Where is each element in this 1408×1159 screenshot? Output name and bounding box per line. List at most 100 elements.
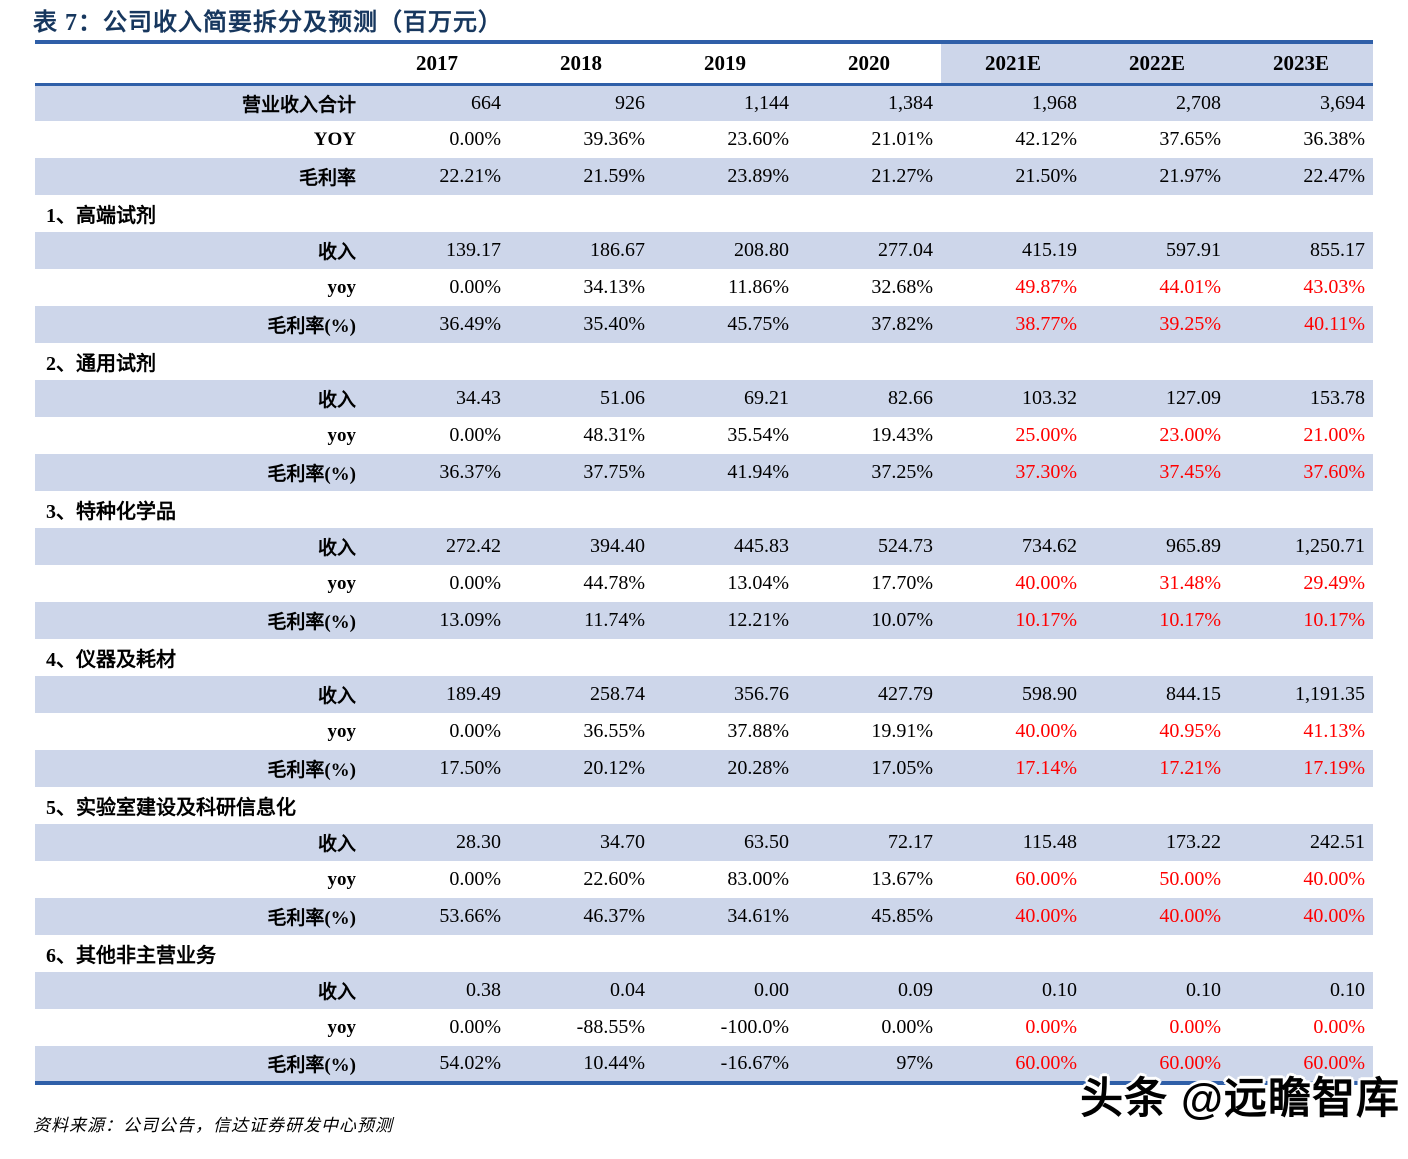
cell-value: 597.91 xyxy=(1166,239,1221,261)
cell-value: 0.00 xyxy=(754,979,789,1001)
header-row: 2017 2018 2019 2020 2021E 2022E 2023E xyxy=(35,42,1373,84)
table-row: yoy 0.00% 44.78% 13.04% 17.70% 40.00% 31.48% 29… xyxy=(35,565,1373,602)
row-label: 收入 xyxy=(317,538,356,559)
cell-value: 21.97% xyxy=(1159,165,1221,187)
row-label: 收入 xyxy=(317,834,356,855)
cell-value: 11.74% xyxy=(584,609,645,631)
section-header-row: 3、特种化学品 xyxy=(35,491,1373,528)
cell-value: 38.77% xyxy=(1015,313,1077,335)
table-row: yoy 0.00% -88.55% -100.0% 0.00% 0.00% 0.00% 0.0… xyxy=(35,1009,1373,1046)
cell-value: 60.00% xyxy=(1159,1052,1221,1074)
section-header-row: 4、仪器及耗材 xyxy=(35,639,1373,676)
section-header-row: 6、其他非主营业务 xyxy=(35,935,1373,972)
cell-value: 28.30 xyxy=(456,831,501,853)
cell-value: 13.67% xyxy=(871,868,933,890)
section-header: 4、仪器及耗材 xyxy=(35,639,1373,676)
cell-value: 23.60% xyxy=(727,128,789,150)
cell-value: 39.25% xyxy=(1159,313,1221,335)
cell-value: 60.00% xyxy=(1015,1052,1077,1074)
cell-value: 415.19 xyxy=(1022,239,1077,261)
table-row: YOY 0.00% 39.36% 23.60% 21.01% 42.12% 37.65% 36… xyxy=(35,121,1373,158)
cell-value: 35.40% xyxy=(583,313,645,335)
cell-value: 19.43% xyxy=(871,424,933,446)
cell-value: 855.17 xyxy=(1310,239,1365,261)
row-label: yoy xyxy=(327,276,357,298)
cell-value: 734.62 xyxy=(1022,535,1077,557)
cell-value: 40.00% xyxy=(1015,720,1077,742)
cell-value: 356.76 xyxy=(734,683,789,705)
cell-value: 40.00% xyxy=(1303,868,1365,890)
revenue-forecast-table: 2017 2018 2019 2020 2021E 2022E 2023E 营业收入合计 66… xyxy=(35,40,1373,1085)
table-row: 营业收入合计 664 926 1,144 1,384 1,968 2,708 3,694 xyxy=(35,84,1373,121)
cell-value: 32.68% xyxy=(871,276,933,298)
cell-value: 17.21% xyxy=(1159,757,1221,779)
cell-value: 17.50% xyxy=(439,757,501,779)
cell-value: 23.89% xyxy=(727,165,789,187)
cell-value: 21.50% xyxy=(1015,165,1077,187)
row-label: 营业收入合计 xyxy=(241,94,356,116)
cell-value: 0.10 xyxy=(1042,979,1077,1001)
cell-value: 10.17% xyxy=(1303,609,1365,631)
column-header-2017: 2017 xyxy=(365,42,509,84)
cell-value: 598.90 xyxy=(1022,683,1077,705)
cell-value: 40.00% xyxy=(1015,572,1077,594)
cell-value: 103.32 xyxy=(1022,387,1077,409)
cell-value: 42.12% xyxy=(1015,128,1077,150)
cell-value: 37.88% xyxy=(727,720,789,742)
cell-value: 44.01% xyxy=(1159,276,1221,298)
cell-value: 1,144 xyxy=(744,91,789,114)
row-label: 收入 xyxy=(317,686,356,707)
table-header: 2017 2018 2019 2020 2021E 2022E 2023E xyxy=(35,42,1373,84)
cell-value: 427.79 xyxy=(878,683,933,705)
cell-value: 115.48 xyxy=(1022,831,1077,853)
cell-value: 0.00% xyxy=(449,276,501,298)
cell-value: 173.22 xyxy=(1166,831,1221,853)
cell-value: -88.55% xyxy=(576,1016,645,1038)
cell-value: 12.21% xyxy=(727,609,789,631)
cell-value: 11.86% xyxy=(728,276,789,298)
cell-value: 34.70 xyxy=(600,831,645,853)
cell-value: 37.82% xyxy=(871,313,933,335)
cell-value: 34.61% xyxy=(727,905,789,927)
row-label: yoy xyxy=(327,424,357,446)
cell-value: 37.30% xyxy=(1015,461,1077,483)
table-row: 毛利率(%) 36.37% 37.75% 41.94% 37.25% 37.30% 37.4… xyxy=(35,454,1373,491)
cell-value: 10.07% xyxy=(871,609,933,631)
cell-value: 965.89 xyxy=(1166,535,1221,557)
row-label: 毛利率 xyxy=(298,168,356,189)
cell-value: 0.00% xyxy=(449,128,501,150)
table-row: yoy 0.00% 34.13% 11.86% 32.68% 49.87% 44.01% 43… xyxy=(35,269,1373,306)
table-body: 营业收入合计 664 926 1,144 1,384 1,968 2,708 3,694 YOY… xyxy=(35,84,1373,1083)
table-row: 收入 28.30 34.70 63.50 72.17 115.48 173.22 242.51 xyxy=(35,824,1373,861)
cell-value: 40.95% xyxy=(1159,720,1221,742)
cell-value: 40.00% xyxy=(1015,905,1077,927)
cell-value: 40.00% xyxy=(1159,905,1221,927)
section-header: 6、其他非主营业务 xyxy=(35,935,1373,972)
column-header-2020: 2020 xyxy=(797,42,941,84)
cell-value: 0.00% xyxy=(449,868,501,890)
cell-value: 0.00% xyxy=(1025,1016,1077,1038)
row-label: 收入 xyxy=(317,242,356,263)
cell-value: 10.17% xyxy=(1015,609,1077,631)
cell-value: 22.47% xyxy=(1303,165,1365,187)
cell-value: 0.10 xyxy=(1330,979,1365,1001)
cell-value: 37.25% xyxy=(871,461,933,483)
cell-value: 51.06 xyxy=(600,387,645,409)
cell-value: 72.17 xyxy=(888,831,933,853)
cell-value: 0.00% xyxy=(449,424,501,446)
cell-value: 36.55% xyxy=(583,720,645,742)
cell-value: 1,191.35 xyxy=(1295,683,1365,705)
table-row: yoy 0.00% 22.60% 83.00% 13.67% 60.00% 50.00% 40… xyxy=(35,861,1373,898)
table-row: yoy 0.00% 36.55% 37.88% 19.91% 40.00% 40.95% 41… xyxy=(35,713,1373,750)
cell-value: 41.13% xyxy=(1303,720,1365,742)
cell-value: 48.31% xyxy=(583,424,645,446)
cell-value: 45.75% xyxy=(727,313,789,335)
table-row: 收入 272.42 394.40 445.83 524.73 734.62 965.89 1,… xyxy=(35,528,1373,565)
row-label: 毛利率(%) xyxy=(267,760,356,781)
row-label: 收入 xyxy=(317,982,356,1003)
cell-value: 40.00% xyxy=(1303,905,1365,927)
cell-value: 34.13% xyxy=(583,276,645,298)
cell-value: 844.15 xyxy=(1166,683,1221,705)
section-header-row: 2、通用试剂 xyxy=(35,343,1373,380)
cell-value: -100.0% xyxy=(720,1016,789,1038)
